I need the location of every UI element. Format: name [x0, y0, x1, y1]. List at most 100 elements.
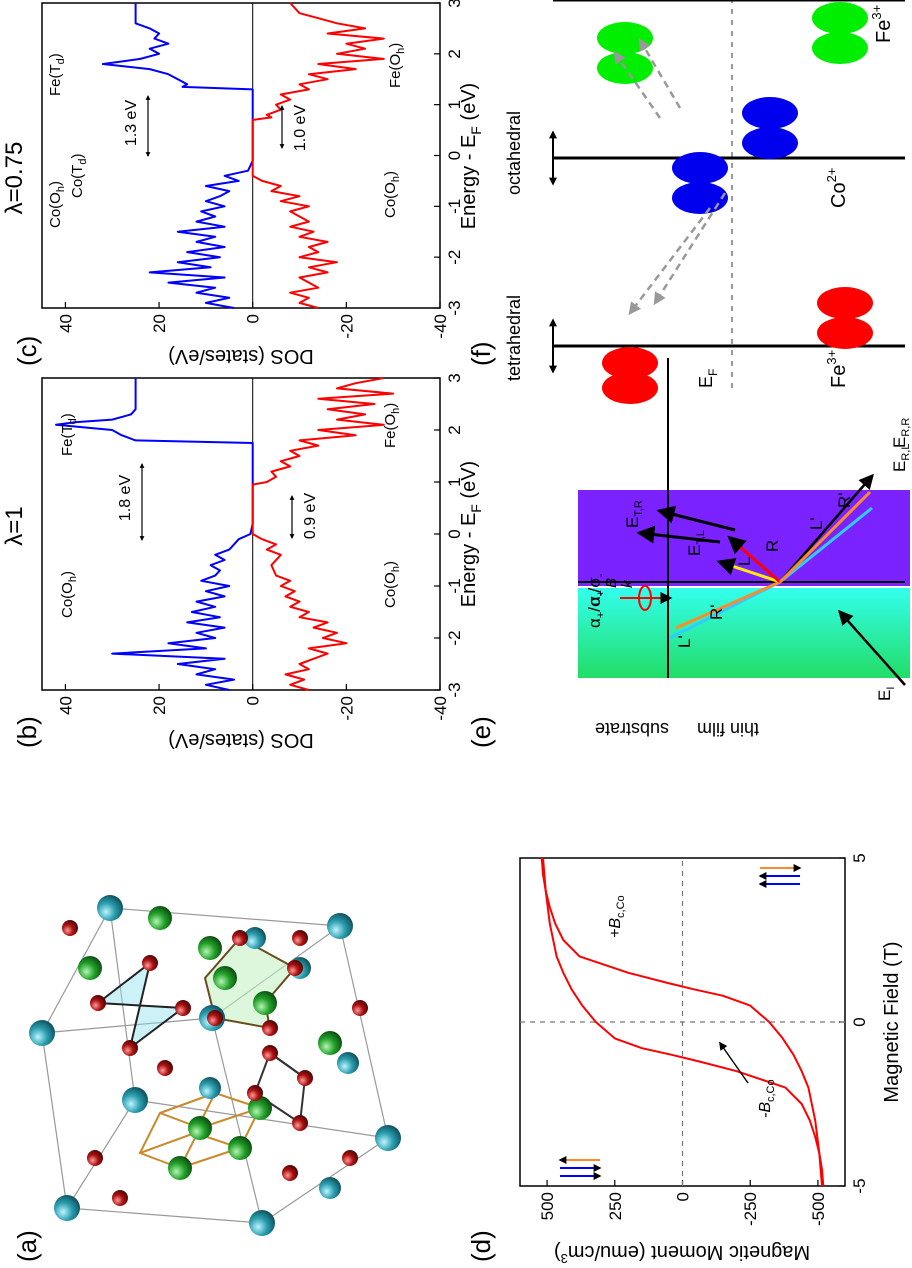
k-b-vectors: k B	[603, 578, 673, 611]
orbital-annotation: Co(Oh)	[382, 561, 402, 608]
fermi-label: EF	[696, 369, 720, 388]
beam-r-prime-top	[778, 490, 872, 584]
orbital-annotation: Co(Oh)	[382, 171, 402, 218]
orbital-annotation: Fe(Td)	[59, 413, 79, 456]
ion-label: Co2+	[824, 168, 850, 208]
panel-label-c: (c)	[12, 336, 42, 366]
spin-arrows	[558, 864, 802, 1180]
y-tick-label: -40	[431, 314, 450, 339]
layer-label-thin-film: thin film	[697, 719, 759, 739]
x-tick-label: 0	[850, 1017, 869, 1026]
y-tick-label: -500	[809, 1192, 828, 1226]
transmitted-beam-l	[636, 525, 721, 544]
plot-frame	[41, 2, 441, 309]
site-label-tetrahedral: tetrahedral	[504, 295, 524, 381]
x-tick-label: 3	[445, 373, 464, 382]
gap-label: 1.3 eV	[123, 100, 140, 147]
panel-label-e: (e)	[466, 716, 496, 748]
y-tick-label: 20	[150, 314, 169, 333]
y-tick-label: 40	[56, 696, 75, 715]
ion-label: Fe3+	[869, 5, 895, 43]
orbital-annotations: Co(Oh) Co(Td) Fe(Td) Co(Oh) Fe(Oh)	[47, 43, 407, 228]
plot-title: λ=0.75	[1, 142, 28, 215]
x-tick-label: 1	[445, 100, 464, 109]
x-tick-label: -3	[445, 682, 464, 697]
tetrahedron	[95, 960, 186, 1051]
series-line	[251, 377, 395, 691]
orbital-annotation: Fe(Td)	[47, 53, 67, 96]
substrate-band	[578, 588, 910, 678]
y-tick-label: -20	[337, 696, 356, 721]
beam-label: R	[763, 540, 782, 552]
field-label: ER,L	[890, 444, 912, 472]
y-axis-label: Magnetic Moment (emu/cm3)	[554, 1241, 810, 1266]
field-label: ET,R	[623, 500, 645, 528]
ion-label: Fe3+	[824, 350, 850, 388]
gap-annotations: 1.3 eV 1.0 eV	[123, 95, 309, 157]
orbital-annotation: Co(Oh)	[59, 571, 79, 618]
x-tick-label: 0	[445, 151, 464, 160]
beam-label: L'	[807, 517, 826, 530]
x-tick-label: 3	[445, 0, 464, 8]
y-tick-label: 0	[674, 1192, 693, 1201]
x-tick-label: -3	[445, 300, 464, 315]
beam-label: R'	[835, 492, 854, 508]
vector-label-k: k	[619, 579, 636, 588]
polarization-legend: α+/σ+ α-/σ-	[585, 573, 607, 628]
panel-label-a: (a)	[12, 1230, 42, 1262]
vector-label-b: B	[603, 578, 620, 588]
beam-label: L'	[675, 635, 694, 648]
y-tick-label: 250	[606, 1192, 625, 1220]
x-tick-label: 2	[445, 49, 464, 58]
orbital-annotation: Fe(Oh)	[382, 403, 402, 448]
x-tick-label: -5	[850, 1178, 869, 1193]
x-axis-label: Energy - EF (eV)	[458, 83, 484, 229]
y-tick-label: 500	[538, 1192, 557, 1220]
coercive-label-positive: +Bc,Co	[607, 895, 627, 938]
beam-r	[727, 535, 781, 584]
y-axis-label: DOS (states/eV)	[168, 345, 314, 367]
y-axis-label: DOS (states/eV)	[168, 729, 314, 751]
x-axis-label: Magnetic Field (T)	[881, 941, 903, 1102]
orbital-annotation: Co(Td)	[69, 154, 89, 198]
panel-label-f: (f)	[466, 341, 496, 366]
crystal-structure	[29, 895, 401, 1236]
x-tick-label: 5	[850, 853, 869, 862]
coercive-field-labels: -Bc,Co +Bc,Co	[607, 895, 777, 1118]
field-label: EI	[875, 687, 897, 701]
hysteresis-plot: Magnetic Field (T) Magnetic Moment (emu/…	[519, 853, 903, 1266]
layer-label-substrate: substrate	[595, 719, 669, 739]
y-tick-label: -250	[741, 1192, 760, 1226]
atoms-red	[62, 920, 368, 1206]
y-tick-label: 40	[56, 314, 75, 333]
field-label: ET,L	[685, 530, 707, 556]
reflected-beam	[779, 473, 874, 583]
ion-labels: Fe3+ Co2+ Fe3+	[824, 5, 895, 388]
series-line	[55, 378, 254, 691]
field-label: ER,R	[890, 418, 912, 448]
x-tick-label: -2	[445, 250, 464, 265]
x-tick-label: 2	[445, 425, 464, 434]
dos-plot-b: λ=1 Energy - EF (eV) DOS (states/eV) -3-…	[1, 373, 484, 751]
transmitted-beam-r	[656, 505, 736, 532]
energy-level-diagram: tetrahedral octahedral EF	[504, 0, 905, 404]
y-tick-label: 0	[244, 314, 263, 323]
gap-label: 1.0 eV	[292, 105, 309, 152]
series-line	[542, 857, 825, 1187]
beam-labels: L' R' L R L' R'	[675, 492, 854, 648]
thin-film-layer-top	[578, 490, 910, 586]
beam-r-prime	[675, 580, 781, 630]
atoms-green	[78, 906, 342, 1180]
y-tick-label: -40	[431, 696, 450, 721]
incident-beam	[838, 609, 906, 686]
x-tick-label: -1	[445, 199, 464, 214]
orbital-annotation: Co(Oh)	[47, 181, 67, 228]
beam-l-prime-top	[779, 506, 873, 584]
x-axis-label: Energy - EF (eV)	[458, 461, 484, 607]
series-line	[540, 857, 823, 1187]
x-tick-label: 1	[445, 477, 464, 486]
panel-label-b: (b)	[12, 716, 42, 748]
optical-geometry: thin film substrate L' R' L R L' R'	[578, 358, 912, 739]
y-tick-label: -20	[337, 314, 356, 339]
